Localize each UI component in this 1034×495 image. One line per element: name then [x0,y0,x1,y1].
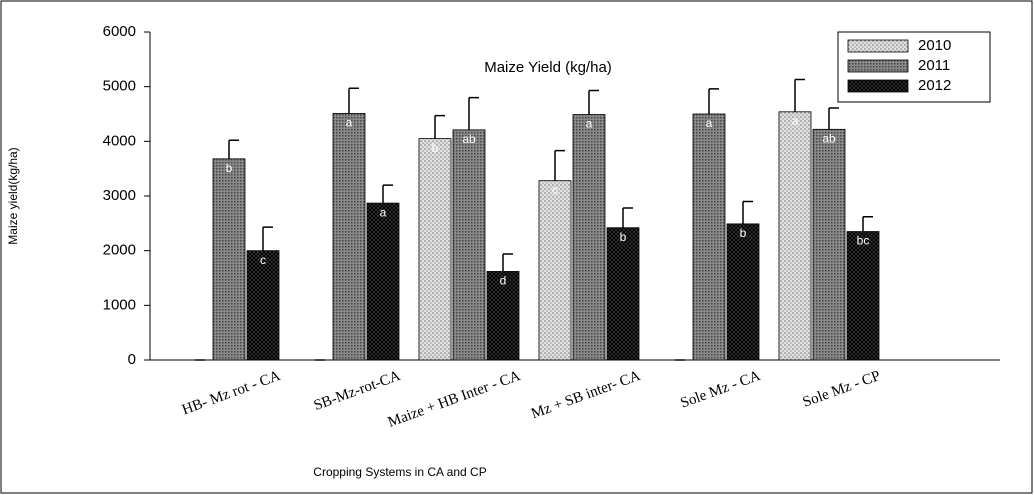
bar [538,180,572,361]
bar [692,113,726,361]
bar [452,129,486,361]
significance-letter: d [500,274,507,288]
error-bar [554,149,565,181]
error-bar [862,216,873,232]
significance-letter: bc [857,234,870,248]
x-tick-label: Maize + HB Inter - CA [386,368,523,431]
bar [332,113,366,361]
error-bar [708,88,719,114]
significance-letter: a [380,205,387,219]
legend-label: 2012 [918,77,951,94]
error-bar [262,226,273,251]
legend-label: 2010 [918,37,951,54]
bar [572,114,606,361]
significance-letter: a [586,117,593,131]
error-bar [794,78,805,112]
x-tick-label: HB- Mz rot - CA [180,368,283,418]
x-tick-label: SB-Mz-rot-CA [312,368,403,414]
error-bar [434,114,445,139]
legend-swatch [847,59,909,73]
x-tick-label: Sole Mz - CA [678,368,762,412]
error-bar [228,139,239,159]
bar [726,223,760,361]
bar [418,138,452,361]
error-bar [348,87,359,114]
x-tick-label: Mz + SB inter- CA [529,368,643,422]
legend-swatch [847,79,909,93]
error-bar [742,200,753,224]
bar [846,231,880,361]
significance-letter: b [740,226,747,240]
significance-letter: ab [822,131,836,145]
bar [486,271,520,361]
bar [212,158,246,361]
y-tick-label: 3000 [103,187,136,204]
error-bar [382,184,393,204]
error-bar [828,107,839,130]
legend-swatch [847,39,909,53]
y-tick-label: 1000 [103,296,136,313]
y-tick-label: 4000 [103,132,136,149]
significance-letter: c [260,253,266,267]
error-bar [588,89,599,115]
significance-letter: b [226,161,233,175]
error-bar [502,253,513,272]
y-axis-label: Maize yield(kg/ha) [6,147,20,244]
chart-title: Maize Yield (kg/ha) [484,59,612,76]
error-bar [468,96,479,130]
x-tick-label: Sole Mz - CP [801,368,883,411]
significance-letter: a [706,116,713,130]
significance-letter: b [620,230,627,244]
bar [778,111,812,361]
y-tick-label: 0 [128,351,136,368]
x-axis-label: Cropping Systems in CA and CP [313,465,486,479]
significance-letter: a [792,114,799,128]
significance-letter: b [432,141,439,155]
y-tick-label: 5000 [103,78,136,95]
bar [246,250,280,361]
y-tick-label: 2000 [103,242,136,259]
legend-label: 2011 [918,57,950,74]
bar [812,128,846,361]
bar [366,202,400,361]
bar [606,227,640,361]
y-tick-label: 6000 [103,23,136,40]
significance-letter: ab [462,132,476,146]
significance-letter: a [346,116,353,130]
significance-letter: c [552,183,558,197]
error-bar [622,207,633,228]
